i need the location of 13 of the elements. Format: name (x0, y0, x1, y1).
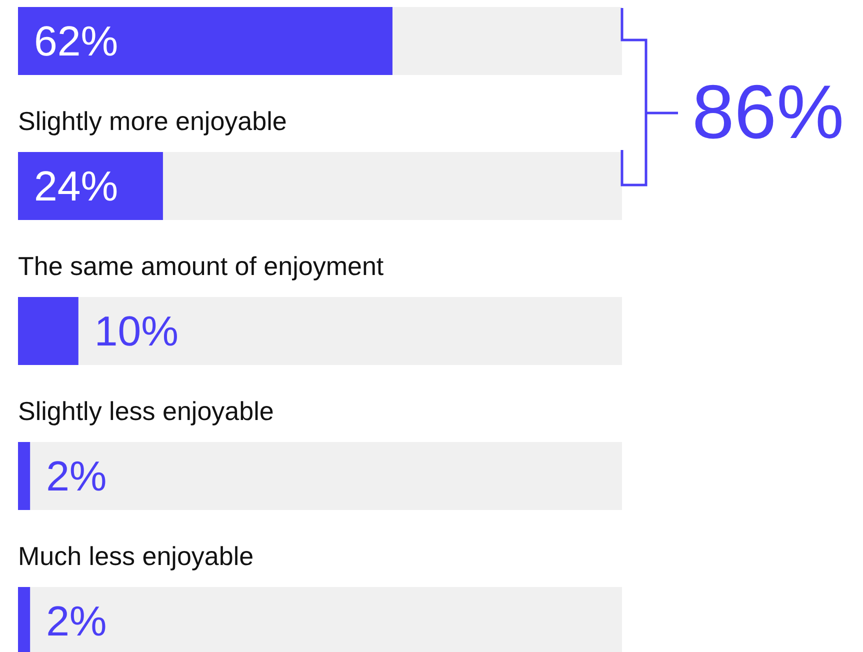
data-label: 2% (46, 452, 107, 499)
text: 86% (692, 70, 844, 156)
bar (18, 296, 78, 364)
bar (18, 442, 30, 510)
y-tick-label: Much less enjoyable (18, 540, 254, 570)
y-tick-label: Slightly more enjoyable (18, 106, 287, 136)
data-label: 24% (34, 162, 118, 209)
y-tick-label: Slightly less enjoyable (18, 396, 274, 426)
y-tick-label: The same amount of enjoyment (18, 250, 384, 280)
data-label: 62% (34, 17, 118, 64)
bar (18, 152, 163, 220)
data-label: 2% (46, 597, 107, 644)
data-label: 10% (94, 307, 178, 354)
